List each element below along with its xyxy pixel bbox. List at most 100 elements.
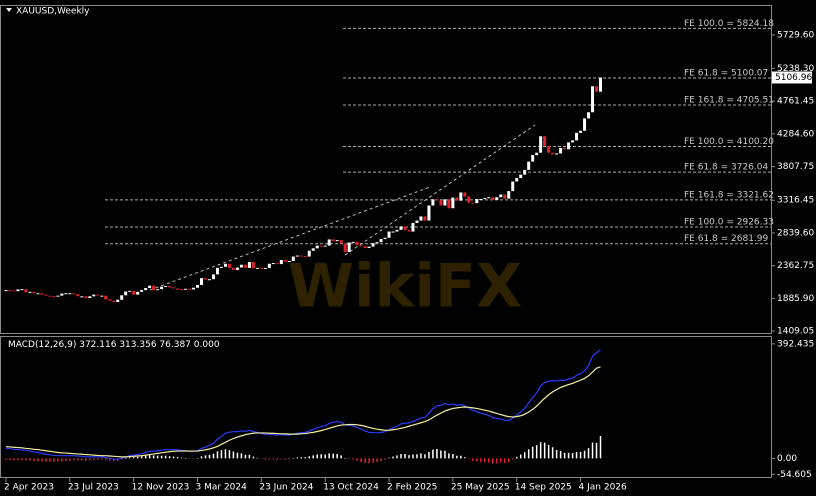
- candle: [455, 197, 459, 201]
- macd-name: MACD(12,26,9): [8, 340, 76, 350]
- candle: [435, 199, 439, 201]
- macd-histogram: [144, 455, 147, 459]
- candle: [319, 245, 323, 247]
- macd-histogram: [232, 451, 235, 459]
- candle: [599, 77, 603, 92]
- macd-histogram: [332, 453, 334, 459]
- macd-histogram: [120, 458, 123, 460]
- macd-histogram: [547, 444, 550, 459]
- candle: [48, 295, 52, 297]
- candle: [595, 86, 599, 92]
- candle: [24, 289, 28, 293]
- y-tick-label: 5238.30: [777, 64, 814, 74]
- candle: [112, 300, 116, 303]
- x-tick-label: 2 Apr 2023: [4, 483, 54, 493]
- candle: [156, 289, 160, 291]
- candle: [467, 196, 471, 203]
- macd-histogram: [364, 458, 366, 463]
- macd-histogram: [148, 455, 151, 459]
- macd-histogram: [472, 458, 474, 461]
- candle: [84, 296, 88, 299]
- macd-histogram: [456, 455, 458, 459]
- macd-histogram: [543, 442, 546, 459]
- fib-label: FE 61.8 = 3726.04: [684, 163, 769, 173]
- watermark: WikiFX: [288, 252, 522, 322]
- candle: [439, 200, 443, 206]
- candle: [287, 261, 291, 263]
- candle: [495, 197, 499, 201]
- candle: [463, 192, 467, 197]
- candle: [363, 246, 367, 248]
- macd-histogram: [140, 456, 143, 459]
- y-tick-label: 2362.75: [777, 261, 814, 271]
- candle: [411, 222, 415, 232]
- candle: [275, 263, 279, 265]
- candle: [64, 293, 68, 295]
- candle: [140, 290, 144, 292]
- candle: [343, 243, 347, 253]
- fib-label: FE 161.8 = 4705.51: [684, 96, 774, 106]
- macd-histogram: [260, 458, 263, 459]
- candle: [547, 145, 551, 153]
- macd-histogram: [124, 458, 127, 459]
- candle: [403, 226, 407, 231]
- fib-label: FE 100.0 = 2926.33: [684, 217, 774, 227]
- candle: [331, 239, 335, 242]
- macd-histogram: [492, 458, 494, 464]
- candle: [351, 241, 355, 243]
- candle: [188, 288, 192, 290]
- candle: [20, 289, 24, 291]
- candle: [128, 290, 132, 292]
- macd-histogram: [284, 458, 287, 460]
- candle: [535, 152, 539, 156]
- macd-histogram: [480, 458, 482, 463]
- macd-histogram: [160, 455, 163, 459]
- macd-histogram: [57, 458, 59, 462]
- macd-histogram: [539, 442, 542, 459]
- current-price: 5106.96: [775, 73, 812, 83]
- macd-histogram: [244, 454, 247, 459]
- candle: [339, 240, 343, 244]
- candle: [391, 231, 395, 233]
- menu-arrow: [6, 8, 12, 12]
- candle: [503, 194, 507, 199]
- macd-histogram: [376, 458, 378, 463]
- candle: [551, 152, 555, 155]
- macd-histogram: [268, 458, 271, 460]
- macd-histogram: [81, 458, 83, 461]
- macd-histogram: [511, 458, 514, 460]
- candle: [399, 226, 403, 230]
- macd-histogram: [448, 453, 450, 459]
- candle: [555, 153, 559, 155]
- macd-histogram: [484, 458, 486, 463]
- candle: [359, 245, 363, 247]
- candle: [579, 130, 583, 133]
- macd-histogram: [460, 455, 462, 459]
- candle: [100, 295, 104, 297]
- macd-histogram: [559, 451, 562, 459]
- macd-histogram: [388, 457, 390, 459]
- macd-histogram: [176, 457, 179, 459]
- macd-histogram: [324, 454, 326, 459]
- x-tick-label: 14 Sep 2025: [515, 483, 572, 493]
- candle: [295, 255, 299, 257]
- y-tick-label: 5729.60: [777, 30, 814, 40]
- macd-histogram: [304, 457, 306, 459]
- candle: [539, 136, 543, 153]
- candle: [591, 86, 595, 113]
- candle: [323, 245, 327, 247]
- macd-histogram: [312, 455, 314, 459]
- candle: [523, 169, 527, 175]
- candle: [447, 199, 451, 209]
- macd-histogram: [519, 454, 522, 459]
- y-tick-label: 2839.60: [777, 228, 814, 238]
- candle: [487, 197, 491, 199]
- candle: [215, 267, 219, 275]
- macd-histogram: [348, 458, 350, 460]
- candle: [116, 299, 120, 303]
- candle: [567, 142, 571, 150]
- candle: [168, 286, 172, 288]
- macd-histogram: [61, 458, 63, 462]
- candle: [371, 243, 375, 247]
- candle: [531, 155, 535, 162]
